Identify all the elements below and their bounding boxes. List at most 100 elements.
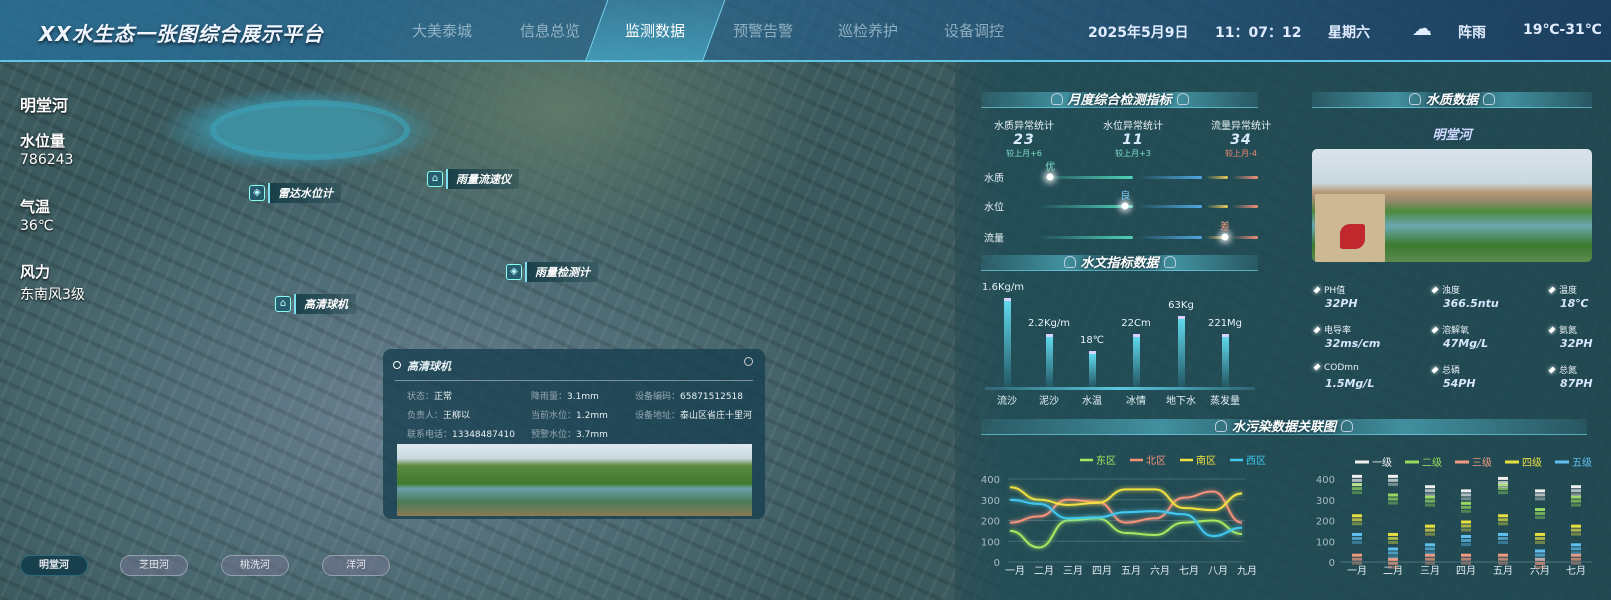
- bar-segment: [1498, 532, 1508, 536]
- bar-segment: [1498, 483, 1508, 487]
- river-tab-taoxi[interactable]: 桃洗河: [221, 555, 289, 576]
- field-phone: 联系电话：13348487410: [407, 430, 516, 440]
- field-rainfall: 降雨量：3.1mm: [531, 392, 599, 402]
- line-series-0: [1009, 517, 1243, 549]
- wq-label: 总氮: [1550, 363, 1577, 376]
- bar-ytick: 300: [1316, 496, 1335, 507]
- line-ytick: 100: [981, 537, 1000, 548]
- lake: [210, 100, 410, 160]
- popup-title: 高清球机: [393, 360, 451, 373]
- stat-label: 水位异常统计: [1103, 121, 1163, 132]
- bar-segment: [1498, 522, 1508, 526]
- hydrology-value: 18℃: [1080, 335, 1104, 347]
- nav-tab-damei[interactable]: 大美泰城: [411, 22, 473, 40]
- nav-tab-inspection[interactable]: 巡检养护: [837, 22, 899, 40]
- close-icon[interactable]: [744, 357, 753, 366]
- bar-segment: [1571, 493, 1581, 497]
- bar-segment: [1571, 553, 1581, 557]
- river-tab-zhitian[interactable]: 芝田河: [120, 555, 188, 576]
- camera-snapshot[interactable]: [397, 444, 752, 516]
- bar-segment: [1388, 565, 1398, 569]
- weekday: 星期六: [1328, 25, 1370, 41]
- river-tab-mingtang[interactable]: 明堂河: [20, 555, 88, 576]
- marker-rain-gauge[interactable]: 雨量检测计: [525, 262, 598, 282]
- nav-tab-overview[interactable]: 信息总览: [519, 22, 581, 40]
- wq-label: 温度: [1550, 283, 1577, 296]
- rain-flow-meter-icon[interactable]: ⌂: [427, 171, 443, 187]
- device-popup: 高清球机 状态：正常 降雨量：3.1mm 设备编码：65871512518 负责…: [383, 349, 765, 519]
- bar-segment: [1352, 487, 1362, 491]
- bar-legend-label: 四级: [1522, 457, 1542, 469]
- bar-segment: [1571, 524, 1581, 528]
- river-tab-yang[interactable]: 洋河: [322, 555, 390, 576]
- water-level-value: 786243: [20, 152, 74, 168]
- bar-segment: [1352, 478, 1362, 482]
- bar-segment: [1535, 557, 1545, 561]
- bar-segment: [1535, 489, 1545, 493]
- bar-segment: [1352, 474, 1362, 478]
- bar-segment: [1461, 505, 1471, 509]
- bar-segment: [1352, 536, 1362, 540]
- bar-segment: [1352, 482, 1362, 486]
- nav-tab-monitoring[interactable]: 监测数据: [624, 22, 686, 40]
- marker-hd-camera[interactable]: 高清球机: [294, 294, 356, 314]
- level-segment: [1206, 176, 1228, 179]
- field-device-code: 设备编码：65871512518: [635, 392, 744, 402]
- time: 11：07：12: [1215, 25, 1302, 41]
- bar-segment: [1352, 557, 1362, 561]
- line-ytick: 400: [981, 475, 1000, 486]
- nav-tab-alerts[interactable]: 预警告警: [732, 22, 794, 40]
- bar-segment: [1571, 485, 1581, 489]
- line-xtick: 八月: [1208, 565, 1228, 577]
- bar-segment: [1425, 543, 1435, 547]
- level-marker: [1121, 202, 1129, 210]
- bar-segment: [1425, 528, 1435, 532]
- bar-segment: [1388, 536, 1398, 540]
- bar-segment: [1535, 536, 1545, 540]
- bar-segment: [1571, 561, 1581, 565]
- field-address: 设备地址：泰山区省庄十里河: [635, 411, 753, 421]
- bar-segment: [1535, 532, 1545, 536]
- bar-segment: [1461, 557, 1471, 561]
- level-segment: [1232, 205, 1258, 208]
- bar-segment: [1461, 509, 1471, 513]
- level-marker: [1221, 233, 1229, 241]
- drop-icon: [1050, 93, 1063, 105]
- marker-radar-water-gauge[interactable]: 雷达水位计: [268, 183, 341, 203]
- bar-segment: [1535, 497, 1545, 501]
- radar-gauge-icon[interactable]: ◈: [249, 185, 265, 201]
- bar-segment: [1535, 549, 1545, 553]
- bar-segment: [1388, 551, 1398, 555]
- level-segment: [1137, 176, 1202, 179]
- bar-segment: [1352, 532, 1362, 536]
- water-quality-section-title: 水质数据: [1312, 92, 1592, 108]
- wq-value: 87PH: [1560, 377, 1593, 390]
- camera-icon[interactable]: ⌂: [275, 296, 291, 312]
- wq-label: 溶解氧: [1433, 323, 1469, 336]
- line-legend-label: 西区: [1246, 455, 1266, 467]
- bar-segment: [1498, 491, 1508, 495]
- marker-rain-flow-meter[interactable]: 雨量流速仪: [446, 169, 519, 189]
- bar-segment: [1352, 561, 1362, 565]
- level-label: 流量: [984, 233, 1004, 245]
- drop-icon: [1341, 420, 1354, 432]
- bar-segment: [1388, 493, 1398, 497]
- bar-segment: [1425, 532, 1435, 536]
- line-legend-label: 南区: [1196, 454, 1216, 467]
- level-segment: [1232, 236, 1258, 239]
- bar-legend-label: 一级: [1372, 457, 1392, 469]
- line-series-3: [1009, 498, 1243, 538]
- bar-segment: [1352, 514, 1362, 518]
- nav-tab-devices[interactable]: 设备调控: [943, 22, 1005, 40]
- bar-segment: [1498, 487, 1508, 491]
- drop-icon: [1163, 256, 1176, 268]
- bar-segment: [1461, 539, 1471, 543]
- stat-value: 11: [1122, 132, 1144, 148]
- hydrology-label: 冰情: [1126, 396, 1146, 407]
- bar-segment: [1571, 551, 1581, 555]
- rain-gauge-icon[interactable]: ◈: [506, 264, 522, 280]
- level-segment: [1037, 236, 1133, 239]
- bar-xtick: 三月: [1420, 565, 1440, 577]
- bar-segment: [1498, 518, 1508, 522]
- bar-ytick: 400: [1316, 475, 1335, 486]
